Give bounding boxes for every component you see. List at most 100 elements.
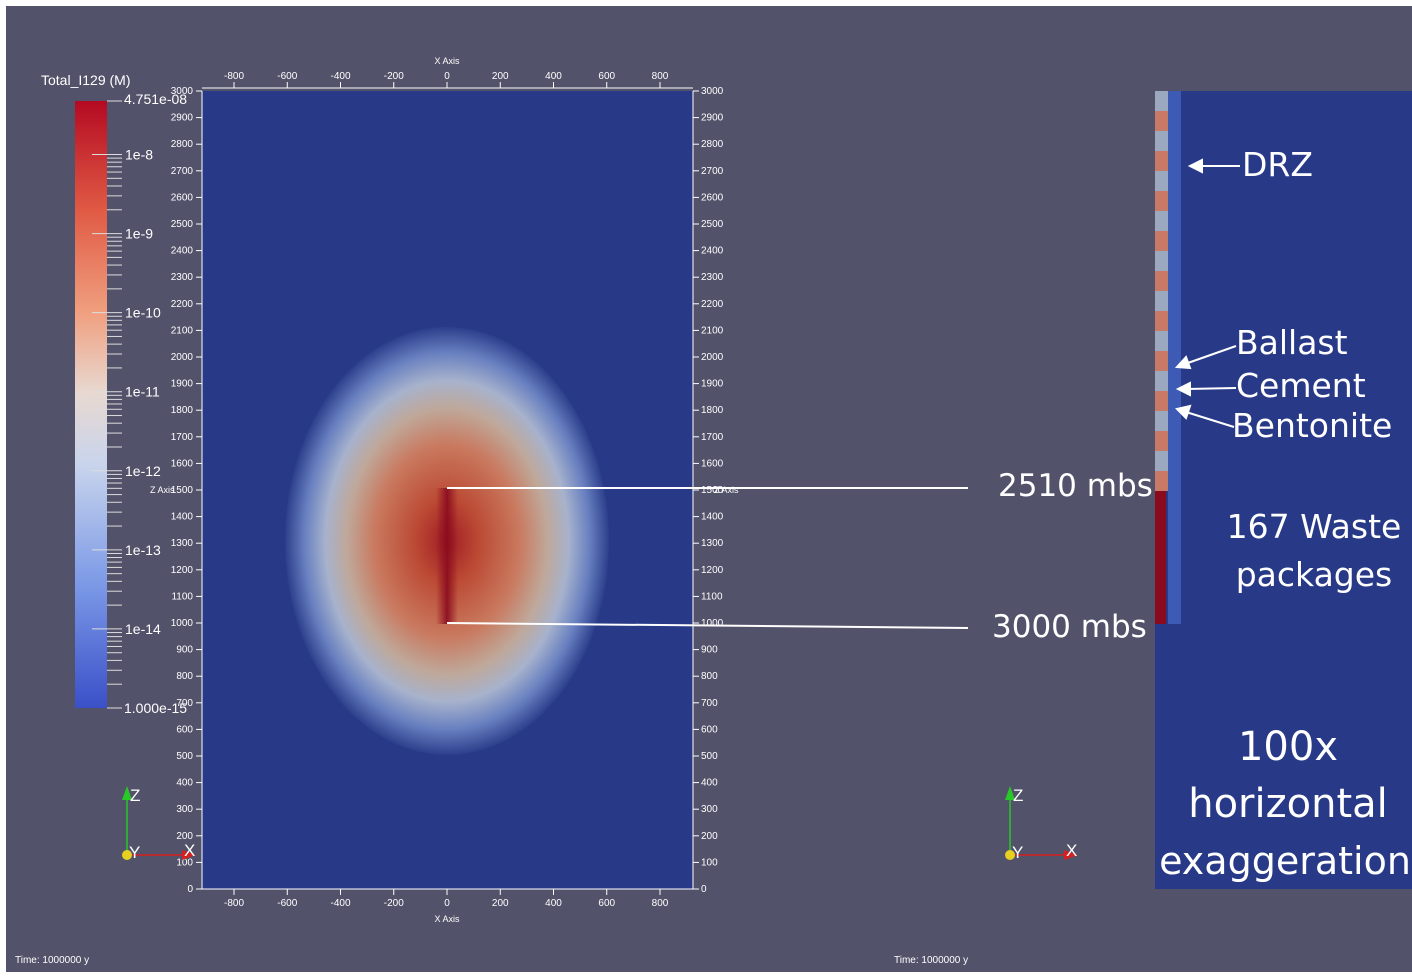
ballast-segment [1155,91,1168,111]
orient-x-label-right: X [1066,841,1077,860]
colorbar-decade-label: 1e-11 [125,384,160,400]
x-tick-label-bottom: -400 [330,898,350,909]
x-tick-label-bottom: 0 [444,898,450,909]
z-tick-label-left: 1600 [171,458,194,469]
z-tick-label-left: 600 [176,724,193,735]
z-tick-label-left: 1000 [171,618,194,629]
z-tick-label-left: 1700 [171,432,194,443]
z-tick-label-left: 3000 [171,86,194,97]
x-tick-label-top: 600 [598,71,615,82]
z-tick-label-left: 2400 [171,246,194,257]
waste-package-zone [1155,491,1166,624]
colorbar-title: Total_I129 (M) [41,72,130,88]
x-tick-label-bottom: 400 [545,898,562,909]
colorbar-ticks [92,100,122,709]
ballast-arrow [1174,345,1237,370]
z-tick-label-left: 1900 [171,379,194,390]
axis-tick-labels: -800 -800 -600 -600 -400 -400 -200 -200 0 0 200 200… [171,71,724,909]
ballast-segment [1155,211,1168,231]
z-axis-title-right: Z Axis [714,485,739,495]
z-tick-label-right: 1900 [701,379,724,390]
x-tick-label-bottom: -200 [384,898,404,909]
z-tick-label-left: 800 [176,671,193,682]
z-tick-label-left: 1800 [171,405,194,416]
exaggeration-label-line3: exaggeration [1159,839,1411,883]
orientation-axes-right: Z Y X [1005,786,1078,862]
x-axis-title-top: X Axis [434,56,460,66]
z-tick-label-left: 300 [176,804,193,815]
z-tick-label-right: 1600 [701,458,724,469]
z-tick-label-right: 1700 [701,432,724,443]
z-tick-label-left: 0 [187,884,193,895]
cement-arrow [1175,381,1237,397]
z-tick-label-left: 1300 [171,538,194,549]
z-tick-label-left: 2700 [171,166,194,177]
cement-segment [1155,271,1168,291]
z-tick-label-right: 2800 [701,139,724,150]
x-tick-label-bottom: 200 [492,898,509,909]
z-tick-label-left: 700 [176,698,193,709]
drz-arrow [1187,158,1240,174]
x-tick-label-top: 400 [545,71,562,82]
depth-label-bottom: 3000 mbs [992,609,1147,645]
borehole-seal-stack [1155,91,1168,491]
orient-x-label: X [184,841,195,860]
z-tick-label-left: 2600 [171,192,194,203]
z-tick-label-right: 400 [701,778,718,789]
cement-label: Cement [1236,366,1366,405]
ballast-segment [1155,171,1168,191]
ballast-segment [1155,131,1168,151]
ballast-segment [1155,411,1168,431]
z-tick-label-left: 2000 [171,352,194,363]
orient-y-label: Y [129,843,140,862]
x-tick-label-bottom: 800 [652,898,669,909]
z-tick-label-right: 3000 [701,86,724,97]
ballast-segment [1155,331,1168,351]
colorbar-decade-label: 1e-8 [125,147,153,163]
x-tick-label-top: -800 [224,71,244,82]
time-label-right: Time: 1000000 y [894,955,968,966]
time-label-left: Time: 1000000 y [15,955,89,966]
z-tick-label-right: 0 [701,884,707,895]
z-tick-label-right: 800 [701,671,718,682]
z-tick-label-right: 100 [701,857,718,868]
z-tick-label-left: 200 [176,831,193,842]
drz-zone [1168,91,1181,624]
ballast-label: Ballast [1236,323,1348,362]
x-tick-label-bottom: -800 [224,898,244,909]
z-tick-label-right: 2700 [701,166,724,177]
cement-segment [1155,351,1168,371]
z-tick-label-left: 100 [176,857,193,868]
exaggeration-label-line1: 100x [1237,724,1339,770]
z-tick-label-left: 2100 [171,325,194,336]
x-tick-label-top: 800 [652,71,669,82]
z-tick-label-right: 1500 [701,485,724,496]
x-axis-title-bottom: X Axis [434,914,460,924]
z-tick-label-right: 2600 [701,192,724,203]
z-tick-label-right: 200 [701,831,718,842]
orient-z-label: Z [130,786,140,805]
colorbar-max-label: 4.751e-08 [124,91,187,107]
z-tick-label-left: 2900 [171,113,194,124]
orientation-axes-left: Z Y X [122,786,196,862]
drz-label: DRZ [1242,145,1313,184]
x-tick-label-top: 0 [444,71,450,82]
plume-core [436,488,458,624]
ballast-segment [1155,291,1168,311]
axes-grid [196,82,699,895]
z-tick-label-right: 1200 [701,565,724,576]
waste-package-label-line2: packages [1235,555,1393,594]
cement-segment [1155,231,1168,251]
z-tick-label-right: 2900 [701,113,724,124]
depth-line-bottom [446,622,969,629]
z-tick-label-right: 1300 [701,538,724,549]
z-tick-label-left: 1100 [171,591,193,602]
colorbar [75,101,107,708]
cement-segment [1155,311,1168,331]
z-tick-label-right: 2100 [701,325,724,336]
z-tick-label-left: 2200 [171,299,194,310]
z-tick-label-right: 700 [701,698,718,709]
z-tick-label-left: 1200 [171,565,194,576]
